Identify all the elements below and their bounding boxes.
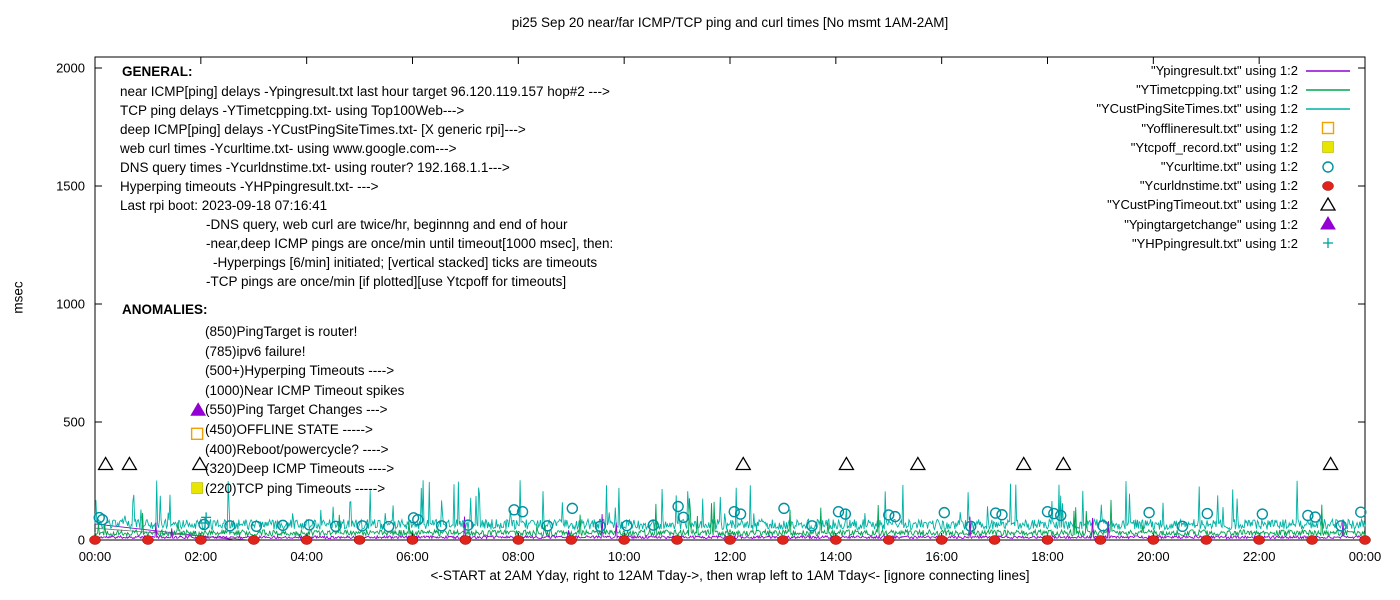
legend-label: "Ytcpoff_record.txt" using 1:2	[1130, 139, 1298, 155]
legend-item: "Ypingtargetchange" using 1:2	[1096, 215, 1354, 234]
x-tick-label: 18:00	[1031, 549, 1064, 564]
x-tick-label: 06:00	[396, 549, 429, 564]
legend-item: "Ypingresult.txt" using 1:2	[1096, 61, 1354, 80]
x-tick-label: 00:00	[1349, 549, 1382, 564]
general-line: TCP ping delays -YTimetcpping.txt- using…	[120, 103, 465, 118]
x-tick-label: 00:00	[79, 549, 112, 564]
legend-item: "Yofflineresult.txt" using 1:2	[1096, 119, 1354, 138]
legend-marker-line-icon	[1306, 108, 1350, 110]
anomaly-line: (785)ipv6 failure!	[205, 343, 306, 359]
y-tick-label: 1000	[56, 297, 85, 312]
legend: "Ypingresult.txt" using 1:2 "YTimetcpping…	[1096, 61, 1354, 253]
general-line: -Hyperpings [6/min] initiated; [vertical…	[213, 255, 598, 270]
legend-marker-open-circle-icon	[1322, 160, 1334, 173]
series-points-Ytcpoff_record.txt	[191, 482, 203, 494]
legend-item: "YTimetcpping.txt" using 1:2	[1096, 80, 1354, 99]
general-line: DNS query times -Ycurldnstime.txt- using…	[120, 160, 510, 175]
legend-marker-filled-triangle-icon	[1320, 216, 1336, 230]
anomaly-line: (500+)Hyperping Timeouts ---->	[205, 363, 395, 379]
legend-item: "YCustPingSiteTimes.txt" using 1:2	[1096, 99, 1354, 118]
legend-label: "YHPpingresult.txt" using 1:2	[1131, 235, 1298, 251]
y-tick-label: 2000	[56, 61, 85, 76]
anomaly-line: (1000)Near ICMP Timeout spikes	[205, 382, 405, 398]
legend-label: "Ycurltime.txt" using 1:2	[1160, 159, 1298, 175]
anomaly-line: (320)Deep ICMP Timeouts ---->	[205, 461, 395, 477]
anomalies-lines: (850)PingTarget is router! (785)ipv6 fail…	[205, 322, 404, 498]
legend-label: "YCustPingSiteTimes.txt" using 1:2	[1096, 101, 1298, 117]
anomalies-heading: ANOMALIES:	[122, 302, 208, 317]
x-tick-label: 22:00	[1243, 549, 1276, 564]
general-line: deep ICMP[ping] delays -YCustPingSiteTim…	[120, 122, 526, 137]
chart-title: pi25 Sep 20 near/far ICMP/TCP ping and c…	[511, 15, 949, 30]
series-points-YCustPingTimeout.txt	[97, 456, 1339, 471]
general-line: near ICMP[ping] delays -Ypingresult.txt …	[120, 84, 610, 99]
general-line: Last rpi boot: 2023-09-18 07:16:41	[120, 198, 328, 213]
general-lines: near ICMP[ping] delays -Ypingresult.txt …	[120, 82, 613, 291]
legend-marker-filled-square-icon	[1322, 141, 1334, 154]
legend-item: "Ycurldnstime.txt" using 1:2	[1096, 176, 1354, 195]
series-line-YCustPingSiteTimes.txt	[94, 480, 1366, 532]
series-points-Ycurldnstime.txt	[89, 535, 1371, 545]
x-tick-label: 08:00	[502, 549, 535, 564]
anomaly-line: (400)Reboot/powercycle? ---->	[205, 441, 389, 457]
anomaly-line: (850)PingTarget is router!	[205, 324, 358, 339]
legend-marker-plus-icon	[1323, 238, 1333, 249]
series-points-YHPpingresult.txt	[200, 512, 212, 529]
legend-label: "Ypingtargetchange" using 1:2	[1124, 216, 1298, 232]
legend-marker-line-icon	[1306, 69, 1350, 72]
legend-marker-open-square-icon	[1321, 121, 1335, 135]
legend-marker-filled-circle-icon	[1322, 180, 1334, 191]
anomaly-line: (220)TCP ping Timeouts ----->	[205, 480, 386, 496]
general-annotation: GENERAL: near ICMP[ping] delays -Ypingre…	[120, 64, 613, 291]
series-points-Ycurltime.txt	[93, 500, 1367, 533]
x-tick-label: 04:00	[290, 549, 323, 564]
general-line: -near,deep ICMP pings are once/min until…	[206, 236, 614, 251]
x-tick-label: 10:00	[608, 549, 641, 564]
legend-item: "YHPpingresult.txt" using 1:2	[1096, 234, 1354, 253]
legend-label: "YCustPingTimeout.txt" using 1:2	[1107, 197, 1298, 213]
general-heading: GENERAL:	[122, 64, 193, 79]
y-tick-label: 0	[78, 533, 85, 548]
legend-label: "Ypingresult.txt" using 1:2	[1150, 63, 1298, 79]
connecting-lines	[94, 523, 249, 541]
series-points-Ypingtargetchange	[190, 402, 207, 416]
general-line: web curl times -Ycurltime.txt- using www…	[120, 141, 457, 156]
legend-marker-open-triangle-icon	[1319, 196, 1337, 211]
general-line: -TCP pings are once/min [if plotted][use…	[206, 274, 567, 289]
y-tick-label: 500	[63, 415, 85, 430]
series-points-Yofflineresult.txt	[190, 427, 204, 440]
x-axis-label: <-START at 2AM Yday, right to 12AM Tday-…	[430, 568, 1030, 583]
legend-marker-line-icon	[1306, 89, 1350, 91]
x-tick-label: 20:00	[1137, 549, 1170, 564]
x-tick-label: 02:00	[185, 549, 218, 564]
x-tick-label: 12:00	[714, 549, 747, 564]
general-line: Hyperping timeouts -YHPpingresult.txt- -…	[120, 179, 379, 194]
legend-label: "YTimetcpping.txt" using 1:2	[1136, 82, 1298, 98]
general-line: -DNS query, web curl are twice/hr, begin…	[206, 217, 568, 232]
x-tick-label: 16:00	[925, 549, 958, 564]
legend-label: "Yofflineresult.txt" using 1:2	[1141, 120, 1298, 136]
legend-item: "Ycurltime.txt" using 1:2	[1096, 157, 1354, 176]
legend-item: "Ytcpoff_record.txt" using 1:2	[1096, 138, 1354, 157]
axis-ticks: 00:00 02:00 04:00 06:00 08:00 10:00 12:00 14:00…	[56, 57, 1381, 564]
legend-item: "YCustPingTimeout.txt" using 1:2	[1096, 195, 1354, 214]
y-tick-label: 1500	[56, 179, 85, 194]
series-line-YTimetcpping.txt	[94, 498, 1366, 538]
anomaly-line: (450)OFFLINE STATE ----->	[205, 421, 373, 437]
legend-label: "Ycurldnstime.txt" using 1:2	[1139, 178, 1298, 194]
anomaly-line: (550)Ping Target Changes --->	[205, 402, 388, 418]
x-tick-label: 14:00	[820, 549, 853, 564]
